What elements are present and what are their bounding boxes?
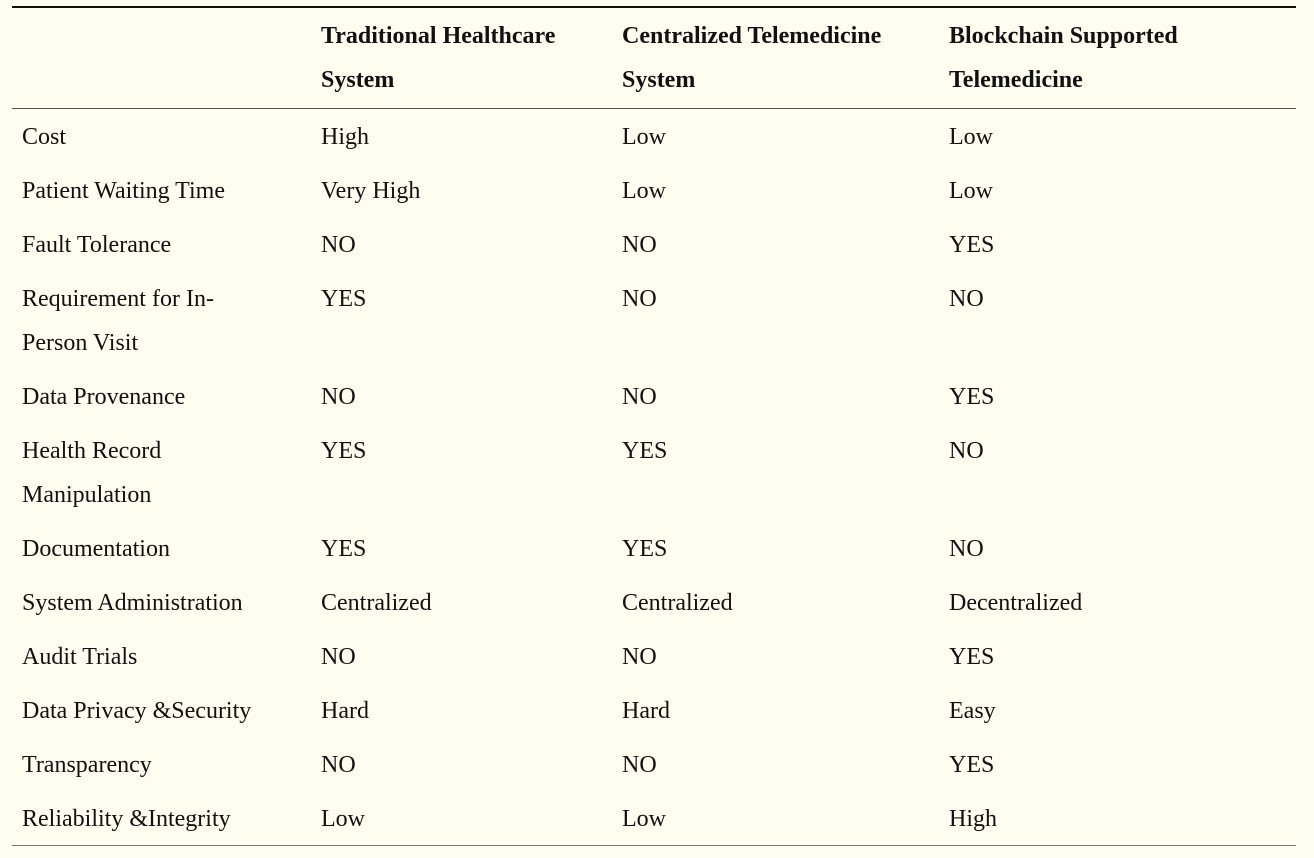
table-row: Audit Trials NO NO YES bbox=[12, 629, 1296, 683]
table-row: Health Record Manipulation YES YES NO bbox=[12, 423, 1296, 521]
header-line: Centralized Telemedicine bbox=[622, 23, 882, 49]
table-header-row: Traditional Healthcare System Centralize… bbox=[12, 8, 1296, 108]
row-traditional-cell: Very High bbox=[321, 178, 421, 204]
feature-label-line: Cost bbox=[22, 124, 67, 150]
row-feature-cell: Data Provenance bbox=[12, 375, 321, 419]
row-feature-cell: Health Record Manipulation bbox=[12, 429, 321, 517]
comparison-table: Traditional Healthcare System Centralize… bbox=[12, 6, 1296, 846]
header-line: Telemedicine bbox=[949, 67, 1083, 93]
row-traditional-cell: Low bbox=[321, 806, 365, 832]
row-blockchain-cell: NO bbox=[949, 438, 984, 464]
header-cell-centralized: Centralized Telemedicine System bbox=[622, 14, 949, 102]
header-cell-traditional: Traditional Healthcare System bbox=[321, 14, 622, 102]
feature-label-line: Transparency bbox=[22, 752, 152, 778]
row-centralized-cell: YES bbox=[622, 438, 668, 464]
table-row: Cost High Low Low bbox=[12, 109, 1296, 163]
feature-label-line: Manipulation bbox=[22, 482, 152, 508]
row-blockchain-cell: Low bbox=[949, 178, 993, 204]
row-centralized-cell: NO bbox=[622, 232, 657, 258]
table-body: Cost High Low Low Patient Waiting Time Very H… bbox=[12, 109, 1296, 845]
table-row: Requirement for In- Person Visit YES NO NO bbox=[12, 271, 1296, 369]
table-row: Documentation YES YES NO bbox=[12, 521, 1296, 575]
table-row: Data Provenance NO NO YES bbox=[12, 369, 1296, 423]
row-traditional-cell: High bbox=[321, 124, 369, 150]
feature-label-line: Health Record bbox=[22, 438, 162, 464]
row-feature-cell: Data Privacy &Security bbox=[12, 689, 321, 733]
feature-label-line: Person Visit bbox=[22, 330, 139, 356]
row-centralized-cell: Low bbox=[622, 178, 666, 204]
feature-label-line: Requirement for In- bbox=[22, 286, 214, 312]
row-blockchain-cell: High bbox=[949, 806, 997, 832]
row-centralized-cell: NO bbox=[622, 752, 657, 778]
row-feature-cell: Patient Waiting Time bbox=[12, 169, 321, 213]
row-traditional-cell: YES bbox=[321, 536, 367, 562]
table-row: System Administration Centralized Centrali… bbox=[12, 575, 1296, 629]
row-centralized-cell: NO bbox=[622, 384, 657, 410]
feature-label-line: Patient Waiting Time bbox=[22, 178, 225, 204]
row-centralized-cell: Hard bbox=[622, 698, 670, 724]
header-cell-feature bbox=[12, 14, 321, 102]
row-feature-cell: Documentation bbox=[12, 527, 321, 571]
row-centralized-cell: Low bbox=[622, 806, 666, 832]
row-blockchain-cell: Easy bbox=[949, 698, 996, 724]
feature-label-line: Fault Tolerance bbox=[22, 232, 172, 258]
header-line: Traditional Healthcare bbox=[321, 23, 556, 49]
feature-label-line: System Administration bbox=[22, 590, 243, 616]
table-row: Reliability &Integrity Low Low High bbox=[12, 791, 1296, 845]
header-line: Blockchain Supported bbox=[949, 23, 1178, 49]
header-cell-blockchain: Blockchain Supported Telemedicine bbox=[949, 14, 1296, 102]
row-traditional-cell: NO bbox=[321, 644, 356, 670]
row-centralized-cell: YES bbox=[622, 536, 668, 562]
table-header-rule bbox=[12, 108, 1296, 109]
table-row: Patient Waiting Time Very High Low Low bbox=[12, 163, 1296, 217]
feature-label-line: Documentation bbox=[22, 536, 170, 562]
row-traditional-cell: NO bbox=[321, 384, 356, 410]
row-blockchain-cell: YES bbox=[949, 644, 995, 670]
row-blockchain-cell: YES bbox=[949, 384, 995, 410]
table-row: Transparency NO NO YES bbox=[12, 737, 1296, 791]
row-traditional-cell: Centralized bbox=[321, 590, 432, 616]
row-blockchain-cell: NO bbox=[949, 286, 984, 312]
row-feature-cell: System Administration bbox=[12, 581, 321, 625]
header-line: System bbox=[321, 67, 395, 93]
row-feature-cell: Reliability &Integrity bbox=[12, 797, 321, 841]
row-centralized-cell: NO bbox=[622, 286, 657, 312]
row-centralized-cell: Low bbox=[622, 124, 666, 150]
row-traditional-cell: YES bbox=[321, 438, 367, 464]
header-line: System bbox=[622, 67, 696, 93]
table-row: Data Privacy &Security Hard Hard Easy bbox=[12, 683, 1296, 737]
row-traditional-cell: YES bbox=[321, 286, 367, 312]
row-centralized-cell: NO bbox=[622, 644, 657, 670]
feature-label-line: Data Privacy &Security bbox=[22, 698, 252, 724]
feature-label-line: Audit Trials bbox=[22, 644, 138, 670]
feature-label-line: Reliability &Integrity bbox=[22, 806, 231, 832]
feature-label-line: Data Provenance bbox=[22, 384, 186, 410]
row-traditional-cell: NO bbox=[321, 232, 356, 258]
table-bottom-rule bbox=[12, 845, 1296, 846]
row-blockchain-cell: NO bbox=[949, 536, 984, 562]
row-centralized-cell: Centralized bbox=[622, 590, 733, 616]
row-blockchain-cell: YES bbox=[949, 752, 995, 778]
row-feature-cell: Requirement for In- Person Visit bbox=[12, 277, 321, 365]
row-blockchain-cell: Low bbox=[949, 124, 993, 150]
table-row: Fault Tolerance NO NO YES bbox=[12, 217, 1296, 271]
row-traditional-cell: Hard bbox=[321, 698, 369, 724]
row-feature-cell: Cost bbox=[12, 115, 321, 159]
row-blockchain-cell: Decentralized bbox=[949, 590, 1083, 616]
row-feature-cell: Audit Trials bbox=[12, 635, 321, 679]
row-feature-cell: Transparency bbox=[12, 743, 321, 787]
row-traditional-cell: NO bbox=[321, 752, 356, 778]
row-feature-cell: Fault Tolerance bbox=[12, 223, 321, 267]
table-top-rule bbox=[12, 6, 1296, 8]
row-blockchain-cell: YES bbox=[949, 232, 995, 258]
